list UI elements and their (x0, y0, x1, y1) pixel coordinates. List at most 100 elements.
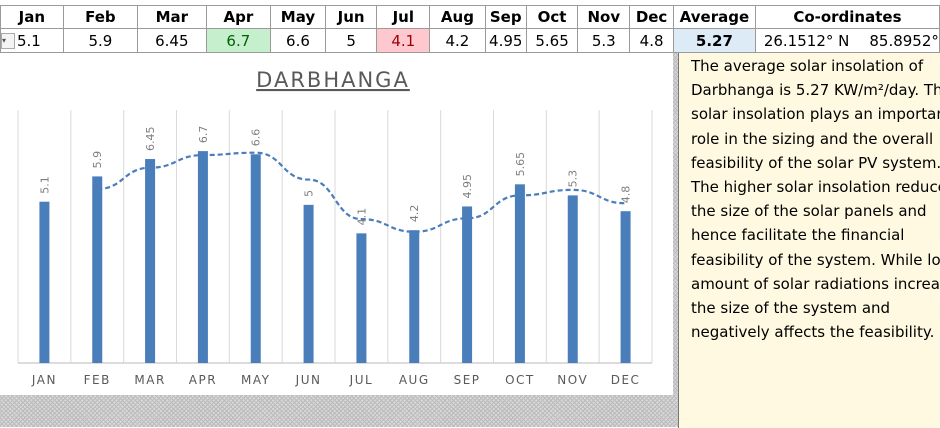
x-tick-label: SEP (454, 373, 481, 387)
values-row: ▾ 5.1 5.9 6.45 6.7 6.6 5 4.1 4.2 4.95 5.65 5.3 4.8 5.… (0, 28, 940, 53)
cell-feb[interactable]: 5.9 (62, 28, 139, 53)
cell-jul[interactable]: 4.1 (376, 28, 431, 53)
x-tick-label: MAY (241, 373, 270, 387)
x-tick-label: OCT (505, 373, 535, 387)
data-label: 4.2 (408, 205, 421, 223)
longitude: 85.8952° (869, 31, 939, 50)
cell-jun[interactable]: 5 (324, 28, 378, 53)
cell-coordinates[interactable]: 26.1512° N 85.8952° (754, 28, 940, 53)
cell-value: 6.6 (286, 31, 310, 50)
cell-apr[interactable]: 6.7 (205, 28, 272, 53)
chart-object[interactable]: DARBHANGA 5.1 JAN 5.9 FEB 6.45 MAR 6.7 APR 6.6 MAY… (0, 53, 673, 395)
x-tick-label: NOV (557, 373, 588, 387)
cell-aug[interactable]: 4.2 (429, 28, 486, 53)
x-tick-label: APR (189, 373, 217, 387)
data-label: 5.1 (38, 176, 51, 194)
column-header-jul[interactable]: Jul (376, 5, 431, 29)
data-label: 5.65 (514, 152, 527, 177)
data-label: 4.1 (355, 208, 368, 226)
note-line: feasibility of the system. While lower (691, 250, 940, 269)
bar-feb (92, 176, 103, 363)
note-line: solar insolation plays an important (691, 105, 940, 124)
data-label: 6.6 (250, 129, 263, 147)
moving-average-trendline (97, 151, 626, 233)
cell-mar[interactable]: 6.45 (137, 28, 207, 53)
cell-value: 4.2 (445, 31, 470, 50)
note-line: feasibility of the solar PV system. (691, 153, 940, 172)
note-line: Darbhanga is 5.27 KW/m²/day. The (691, 81, 940, 100)
column-header-jun[interactable]: Jun (324, 5, 378, 29)
bar-may (250, 154, 261, 363)
cell-value: 5.3 (591, 31, 616, 50)
cell-nov[interactable]: 5.3 (577, 28, 631, 53)
data-label: 4.95 (461, 174, 474, 199)
bar-sep (462, 206, 473, 363)
column-header-may[interactable]: May (270, 5, 326, 29)
column-header-oct[interactable]: Oct (525, 5, 579, 29)
cell-value: 5.1 (17, 31, 41, 50)
cell-jan[interactable]: ▾ 5.1 (0, 28, 64, 53)
column-header-co-ordinates[interactable]: Co-ordinates (754, 5, 940, 29)
note-line: the size of the solar panels and (691, 202, 927, 221)
bar-jan (39, 201, 50, 363)
note-line: The average solar insolation of (691, 57, 924, 75)
x-tick-label: JAN (31, 373, 57, 387)
data-label: 4.8 (620, 186, 633, 204)
column-header-mar[interactable]: Mar (137, 5, 207, 29)
bar-aug (409, 230, 420, 363)
column-header-jan[interactable]: Jan (0, 5, 64, 29)
cell-value: 5.65 (535, 31, 569, 50)
note-line: hence facilitate the financial (691, 226, 905, 245)
cell-value: 6.7 (226, 31, 251, 50)
x-tick-label: AUG (399, 373, 430, 387)
data-label: 5.3 (567, 170, 580, 188)
cell-average[interactable]: 5.27 (673, 28, 756, 53)
cell-value: 4.95 (489, 31, 523, 50)
cell-value: 4.1 (391, 31, 416, 50)
data-label: 5 (303, 190, 316, 197)
chart-title: DARBHANGA (256, 68, 410, 92)
x-tick-label: FEB (84, 373, 111, 387)
data-label: 6.45 (144, 127, 157, 152)
latitude: 26.1512° N (763, 31, 850, 50)
x-tick-label: JUL (349, 373, 374, 387)
note-line: role in the sizing and the overall (691, 129, 934, 148)
sheet-background (0, 395, 678, 427)
bar-jun (303, 204, 314, 363)
cell-value: 5 (346, 31, 356, 50)
cell-value: 4.8 (639, 31, 664, 50)
filter-dropdown-icon[interactable]: ▾ (1, 33, 15, 49)
description-textbox[interactable]: The average solar insolation of Darbhanga… (678, 53, 940, 428)
header-row: Jan Feb Mar Apr May Jun Jul Aug Sep Oct Nov Dec Aver… (0, 5, 940, 29)
bar-mar (145, 159, 156, 363)
data-label: 6.7 (197, 126, 210, 144)
column-header-aug[interactable]: Aug (429, 5, 486, 29)
data-label: 5.9 (91, 151, 104, 169)
column-header-average[interactable]: Average (673, 5, 756, 29)
cell-sep[interactable]: 4.95 (484, 28, 527, 53)
column-header-apr[interactable]: Apr (205, 5, 272, 29)
insolation-chart: DARBHANGA 5.1 JAN 5.9 FEB 6.45 MAR 6.7 APR 6.6 MAY… (17, 68, 653, 387)
insolation-table: Jan Feb Mar Apr May Jun Jul Aug Sep Oct Nov Dec Aver… (0, 5, 940, 53)
bar-dec (620, 211, 631, 363)
cell-may[interactable]: 6.6 (270, 28, 326, 53)
note-line: the size of the system and (691, 299, 891, 318)
x-tick-label: JUN (295, 373, 322, 387)
note-line: amount of solar radiations increases (691, 274, 940, 293)
x-tick-label: MAR (134, 373, 165, 387)
column-header-sep[interactable]: Sep (484, 5, 527, 29)
bar-oct (514, 184, 525, 363)
cell-value: 6.45 (155, 31, 189, 50)
x-tick-label: DEC (611, 373, 641, 387)
note-line: The higher solar insolation reduces (691, 178, 940, 197)
bar-apr (197, 151, 208, 363)
note-line: negatively affects the feasibility. (691, 323, 935, 342)
column-header-feb[interactable]: Feb (62, 5, 139, 29)
sheet-background-edge (673, 53, 678, 395)
cell-oct[interactable]: 5.65 (525, 28, 579, 53)
column-header-nov[interactable]: Nov (577, 5, 631, 29)
cell-value: 5.9 (88, 31, 113, 50)
cell-dec[interactable]: 4.8 (629, 28, 674, 53)
bar-nov (567, 195, 578, 363)
column-header-dec[interactable]: Dec (629, 5, 674, 29)
